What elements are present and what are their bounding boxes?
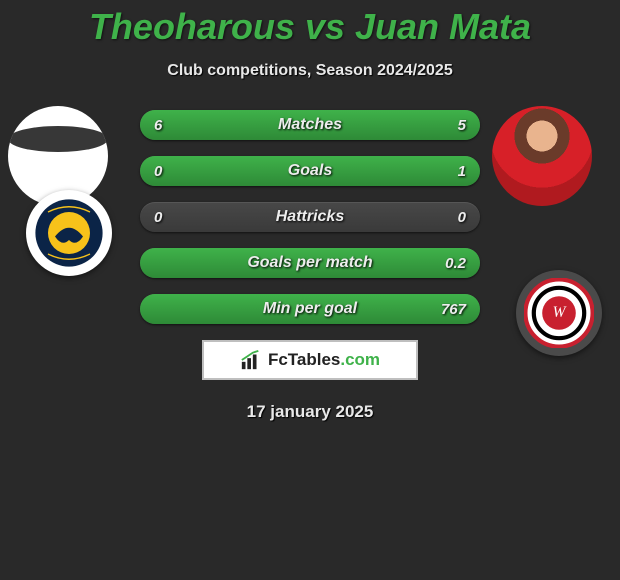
date-text: 17 january 2025 <box>0 402 620 422</box>
brand-box[interactable]: FcTables.com <box>202 340 418 380</box>
stat-value-right: 5 <box>458 110 466 140</box>
stat-label: Hattricks <box>276 208 344 226</box>
page-title: Theoharous vs Juan Mata <box>0 0 620 48</box>
comparison-panel: W 6 5 Matches 0 1 Goals 0 0 Hattricks 0.2 Goals pe… <box>0 110 620 422</box>
stat-bars: 6 5 Matches 0 1 Goals 0 0 Hattricks 0.2 Goals per … <box>140 110 480 324</box>
stat-label: Goals <box>288 162 332 180</box>
stat-value-right: 0.2 <box>445 248 466 278</box>
stat-value-right: 0 <box>458 202 466 232</box>
bars-chart-icon <box>240 349 262 371</box>
stat-value-left: 0 <box>154 156 162 186</box>
stat-bar: 0 1 Goals <box>140 156 480 186</box>
brand-text: FcTables.com <box>268 350 380 370</box>
stat-label: Min per goal <box>263 300 357 318</box>
player-right-club-badge: W <box>516 270 602 356</box>
stat-bar: 6 5 Matches <box>140 110 480 140</box>
player-right-avatar <box>492 106 592 206</box>
player-left-club-badge <box>26 190 112 276</box>
stat-value-right: 767 <box>441 294 466 324</box>
stat-value-left: 0 <box>154 202 162 232</box>
stat-bar: 767 Min per goal <box>140 294 480 324</box>
stat-value-left: 6 <box>154 110 162 140</box>
subtitle: Club competitions, Season 2024/2025 <box>0 62 620 80</box>
stat-bar: 0.2 Goals per match <box>140 248 480 278</box>
mariners-crest-icon <box>34 198 104 268</box>
stat-label: Matches <box>278 116 342 134</box>
stat-bar: 0 0 Hattricks <box>140 202 480 232</box>
stat-label: Goals per match <box>247 254 372 272</box>
stat-value-right: 1 <box>458 156 466 186</box>
wanderers-crest-icon: W <box>524 278 594 348</box>
svg-text:W: W <box>553 304 567 321</box>
